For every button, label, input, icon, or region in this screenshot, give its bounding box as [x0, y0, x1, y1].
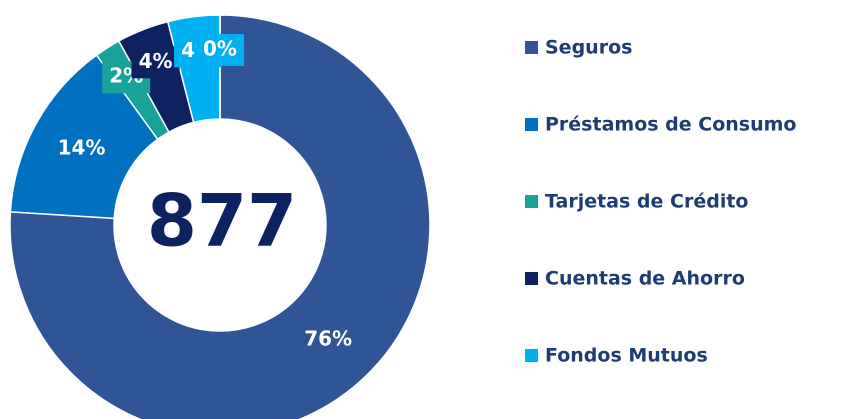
legend-label: Fondos Mutuos	[545, 345, 708, 367]
label-box	[196, 34, 244, 66]
legend-swatch	[525, 195, 538, 208]
legend-swatch	[525, 272, 538, 285]
data-label: 0%	[203, 37, 237, 61]
legend-label: Préstamos de Consumo	[545, 114, 796, 136]
data-label: 14%	[58, 135, 106, 159]
label-box	[131, 46, 180, 79]
center-label: 877	[147, 179, 297, 263]
data-label: 4%	[139, 49, 173, 73]
legend-swatch	[525, 349, 538, 362]
data-label: 76%	[304, 327, 352, 351]
legend-label: Cuentas de Ahorro	[545, 268, 745, 290]
legend-label: Tarjetas de Crédito	[545, 191, 748, 213]
donut-segment	[9, 14, 431, 419]
donut-segment	[9, 54, 159, 220]
legend-label: Seguros	[545, 37, 632, 59]
legend-swatch	[525, 41, 538, 54]
legend-swatch	[525, 118, 538, 131]
